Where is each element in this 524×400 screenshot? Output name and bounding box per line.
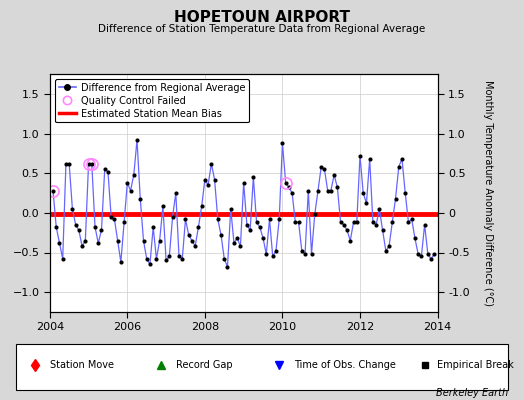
Text: Record Gap: Record Gap [176,360,233,370]
Text: Station Move: Station Move [50,360,114,370]
Text: Difference of Station Temperature Data from Regional Average: Difference of Station Temperature Data f… [99,24,425,34]
Text: Berkeley Earth: Berkeley Earth [436,388,508,398]
Text: Time of Obs. Change: Time of Obs. Change [294,360,396,370]
Text: Empirical Break: Empirical Break [437,360,514,370]
Legend: Difference from Regional Average, Quality Control Failed, Estimated Station Mean: Difference from Regional Average, Qualit… [54,79,249,122]
Text: HOPETOUN AIRPORT: HOPETOUN AIRPORT [174,10,350,25]
FancyBboxPatch shape [16,344,508,390]
Y-axis label: Monthly Temperature Anomaly Difference (°C): Monthly Temperature Anomaly Difference (… [484,80,494,306]
